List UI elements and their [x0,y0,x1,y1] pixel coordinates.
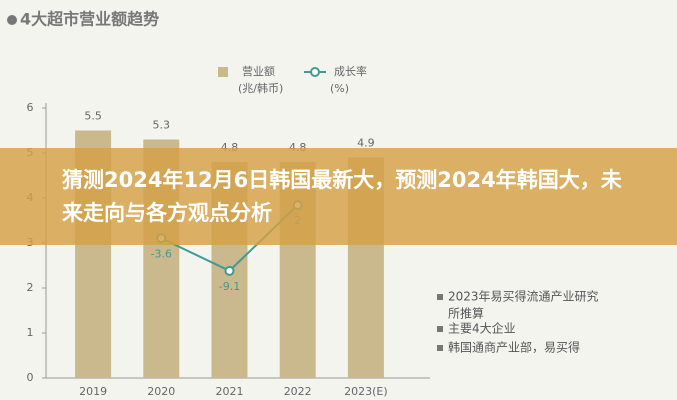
legend-label: 营业额 [242,64,275,78]
note: 韩国通商产业部，易买得 [448,340,580,355]
x-tick-label: 2023(E) [344,385,388,398]
bar-label: 5.5 [84,110,102,123]
x-tick-label: 2022 [284,385,312,398]
line-label: -3.6 [151,247,172,260]
line-label: -9.1 [219,280,240,293]
note-wrap: 所推算 [448,306,484,321]
line-point [224,265,235,276]
note: 2023年易买得流通产业研究 [448,289,599,304]
overlay-title: 猜测2024年12月6日韩国最新大，预测2024年韩国大，未来走向与各方观点分析 [62,168,622,225]
legend-unit: (兆/韩币) [238,81,283,95]
legend-unit: (%) [330,82,349,95]
legend-marker [310,67,320,77]
legend-label: 成长率 [334,64,367,78]
bar-label: 5.3 [153,119,171,132]
x-tick-label: 2021 [216,385,244,398]
note-bullet [437,326,443,332]
note: 主要4大企业 [448,321,516,336]
y-tick-label: 2 [27,281,34,294]
x-tick-label: 2020 [147,385,175,398]
x-tick-label: 2019 [79,385,107,398]
note-bullet [437,294,443,300]
bar-label: 4.9 [357,137,375,150]
chart-title: 4大超市营业额趋势 [20,10,159,29]
y-tick-label: 0 [27,371,34,384]
note-bullet [437,345,443,351]
y-tick-label: 6 [27,101,34,114]
overlay-banner: 猜测2024年12月6日韩国最新大，预测2024年韩国大，未来走向与各方观点分析 [0,148,677,245]
legend-swatch [218,67,228,77]
y-tick-label: 1 [27,326,34,339]
title-bullet [7,15,17,25]
